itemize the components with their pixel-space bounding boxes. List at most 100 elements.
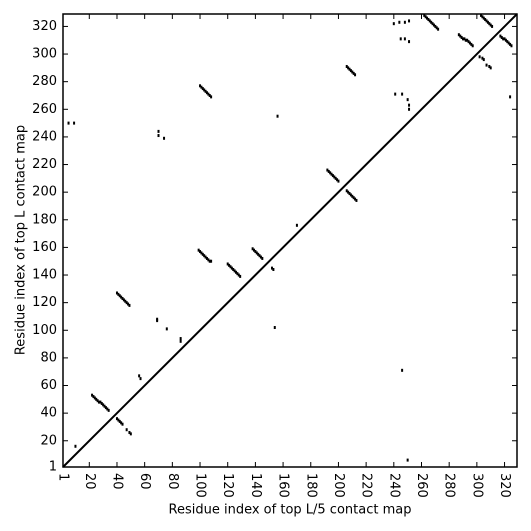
contact-point — [408, 40, 411, 44]
contact-point — [229, 265, 232, 269]
contact-point — [430, 20, 433, 24]
contact-point — [502, 37, 505, 41]
contact-point — [200, 85, 203, 89]
contact-point — [485, 63, 488, 67]
contact-point — [125, 301, 128, 305]
contact-point — [235, 270, 238, 274]
contact-point — [197, 248, 200, 252]
contact-point — [401, 92, 404, 96]
y-tick-label: 40 — [40, 406, 57, 421]
contact-point — [96, 399, 99, 403]
contact-point — [118, 294, 121, 298]
contact-point — [481, 56, 484, 60]
contact-point — [199, 84, 202, 88]
contact-point — [91, 393, 94, 397]
contact-point — [117, 418, 120, 422]
contact-point — [482, 58, 485, 62]
contact-point — [210, 259, 213, 263]
contact-point — [435, 26, 438, 30]
y-tick-label: 80 — [40, 350, 57, 365]
contact-point — [210, 95, 213, 99]
x-tick-label: 80 — [165, 473, 180, 490]
contact-point — [431, 22, 434, 26]
contact-point — [408, 103, 411, 107]
contact-point — [259, 255, 262, 259]
contact-point — [406, 98, 409, 102]
contact-point — [226, 262, 229, 266]
contact-point — [326, 168, 329, 172]
contact-point — [354, 73, 357, 77]
contact-point — [463, 37, 466, 41]
contact-point — [329, 171, 332, 175]
contact-point — [251, 247, 254, 251]
contact-point — [334, 176, 337, 180]
contact-point — [468, 41, 471, 45]
contact-point — [208, 93, 211, 97]
contact-point — [273, 326, 276, 330]
contact-point — [139, 377, 142, 381]
contact-point — [423, 13, 426, 17]
y-tick-label: 140 — [32, 268, 57, 283]
contact-point — [205, 256, 208, 260]
contact-point — [428, 19, 431, 23]
y-tick-label: 160 — [32, 240, 57, 255]
contact-point — [348, 192, 351, 196]
y-tick-label: 120 — [32, 295, 57, 310]
contact-point — [462, 37, 465, 41]
contact-point — [503, 37, 506, 41]
contact-point — [489, 66, 492, 70]
contact-point — [115, 417, 118, 421]
contact-point — [276, 114, 279, 118]
contact-point — [337, 179, 340, 183]
contact-point — [470, 42, 473, 46]
y-axis-label: Residue index of top L contact map — [14, 125, 29, 355]
contact-point — [331, 174, 334, 178]
contact-point — [484, 18, 487, 22]
contact-point — [333, 175, 336, 179]
contact-point — [122, 298, 125, 302]
y-tick-label: 320 — [32, 19, 57, 34]
contact-point — [347, 190, 350, 194]
contact-point — [271, 266, 274, 270]
contact-point — [228, 263, 231, 267]
contact-point — [351, 194, 354, 198]
contact-point — [115, 291, 118, 295]
contact-point — [201, 252, 204, 256]
contact-point — [257, 252, 260, 256]
x-tick-label: 140 — [248, 473, 263, 498]
contact-point — [485, 19, 488, 23]
contact-point — [230, 266, 233, 270]
contact-point — [394, 92, 397, 96]
contact-point — [125, 428, 128, 432]
x-tick-label: 200 — [331, 473, 346, 498]
contact-point — [504, 38, 507, 42]
contact-point — [295, 223, 298, 227]
y-tick-label: 240 — [32, 129, 57, 144]
contact-point — [99, 400, 102, 404]
contact-point — [120, 421, 123, 425]
contact-point — [157, 134, 160, 138]
contact-point — [478, 55, 481, 59]
contact-point — [480, 13, 483, 17]
contact-point — [92, 395, 95, 399]
y-tick-label: 220 — [32, 157, 57, 172]
y-tick-label: 1 — [49, 460, 57, 475]
x-tick-label: 60 — [137, 473, 152, 490]
contact-point — [121, 297, 124, 301]
y-tick-label: 180 — [32, 212, 57, 227]
x-tick-label: 220 — [359, 473, 374, 498]
contact-point — [403, 37, 406, 41]
y-tick-label: 300 — [32, 47, 57, 62]
contact-point — [258, 254, 261, 258]
contact-point — [401, 368, 404, 372]
y-tick-label: 20 — [40, 433, 57, 448]
contact-point — [488, 22, 491, 26]
contact-point — [103, 404, 106, 408]
contact-point — [482, 16, 485, 20]
contact-point — [102, 403, 105, 407]
contact-point — [507, 41, 510, 45]
contact-point — [488, 64, 491, 68]
contact-point — [74, 444, 77, 448]
contact-point — [138, 374, 141, 378]
